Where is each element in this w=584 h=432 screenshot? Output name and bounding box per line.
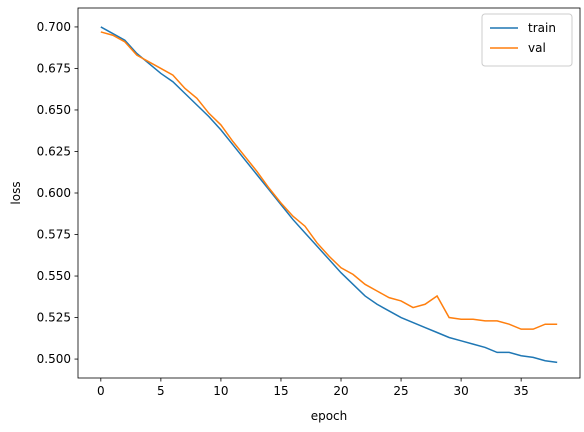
legend-label: train <box>528 21 556 35</box>
y-tick-label: 0.500 <box>37 352 71 366</box>
y-tick-label: 0.600 <box>37 186 71 200</box>
legend-label: val <box>528 41 546 55</box>
x-tick-label: 30 <box>453 384 468 398</box>
y-tick-label: 0.550 <box>37 269 71 283</box>
plot-frame <box>77 7 581 379</box>
line-series <box>100 26 558 364</box>
x-axis-label: epoch <box>311 409 348 423</box>
x-tick-label: 35 <box>514 384 529 398</box>
x-tick-label: 15 <box>273 384 288 398</box>
y-tick-label: 0.625 <box>37 144 71 158</box>
x-tick-label: 0 <box>97 384 105 398</box>
y-tick-label: 0.525 <box>37 311 71 325</box>
y-tick-label: 0.575 <box>37 228 71 242</box>
legend-box <box>481 13 573 67</box>
y-tick-label: 0.650 <box>37 103 71 117</box>
y-tick-label: 0.675 <box>37 61 71 75</box>
y-tick-label: 0.700 <box>37 20 71 34</box>
x-tick-label: 20 <box>333 384 348 398</box>
x-tick-label: 25 <box>393 384 408 398</box>
line-series <box>100 31 558 330</box>
x-tick-label: 5 <box>157 384 165 398</box>
x-tick-label: 10 <box>213 384 228 398</box>
y-axis-label: loss <box>9 181 23 204</box>
